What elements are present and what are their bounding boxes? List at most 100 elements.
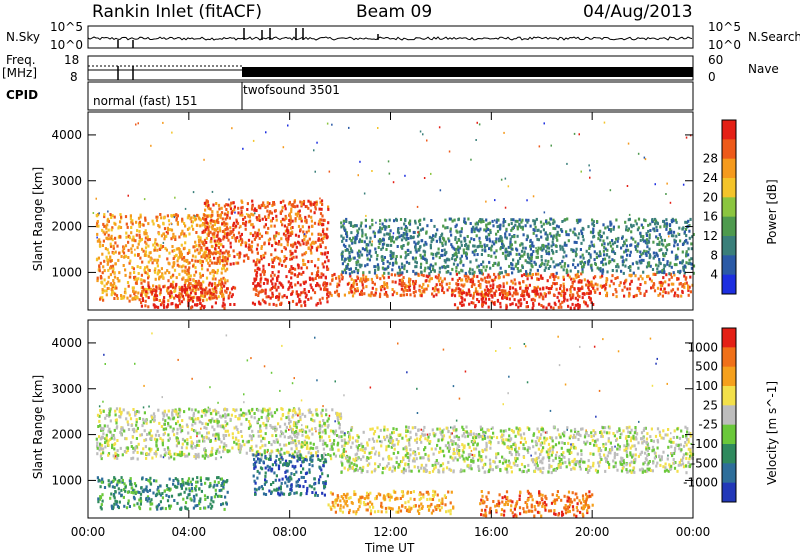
heatmap-cell [538,295,540,298]
heatmap-cell [319,421,321,424]
heatmap-cell [154,415,156,418]
heatmap-cell [255,263,257,266]
heatmap-cell [284,225,286,228]
heatmap-cell [562,256,564,259]
heatmap-cell [427,284,429,287]
heatmap-cell [448,258,450,261]
heatmap-cell [268,295,270,298]
heatmap-cell [226,449,228,452]
heatmap-cell [294,273,296,276]
heatmap-cell [256,258,258,261]
heatmap-cell [211,305,213,308]
heatmap-cell [214,240,216,243]
heatmap-cell [278,270,280,273]
heatmap-cell [519,218,521,221]
heatmap-cell [317,239,319,242]
heatmap-cell [240,430,242,433]
heatmap-cell [486,238,488,241]
heatmap-cell [307,260,309,263]
heatmap-cell [492,280,494,283]
heatmap-cell [120,294,122,297]
heatmap-cell [104,278,106,281]
heatmap-cell [144,411,146,414]
heatmap-cell [158,422,160,425]
heatmap-cell [172,284,174,287]
heatmap-cell [158,232,160,235]
heatmap-cell [400,227,402,230]
heatmap-cell [102,244,104,247]
heatmap-cell [106,434,108,437]
heatmap-cell [120,433,122,436]
heatmap-cell [655,252,657,255]
heatmap-cell [591,241,593,244]
heatmap-cell [259,219,261,222]
heatmap-cell [237,439,239,442]
heatmap-cell [270,297,272,300]
heatmap-cell [306,447,308,450]
heatmap-cell [127,256,129,259]
heatmap-cell [481,245,483,248]
heatmap-cell [166,231,168,233]
heatmap-cell [505,178,507,180]
heatmap-cell [278,243,280,246]
heatmap-cell [560,248,562,251]
heatmap-cell [106,223,108,226]
heatmap-cell [609,221,611,224]
heatmap-cell [366,254,368,257]
heatmap-cell [413,285,415,288]
heatmap-cell [606,253,608,256]
heatmap-cell [553,294,555,297]
heatmap-cell [517,270,519,273]
heatmap-cell [132,222,134,225]
heatmap-cell [592,223,594,226]
heatmap-cell [129,272,131,275]
heatmap-cell [319,198,321,200]
heatmap-cell [230,207,232,210]
heatmap-cell [573,307,575,310]
heatmap-cell [438,279,440,282]
heatmap-cell [673,271,675,274]
heatmap-cell [271,244,273,247]
heatmap-cell [229,217,231,220]
heatmap-cell [113,438,115,441]
heatmap-cell [511,267,513,270]
heatmap-cell [525,247,527,250]
heatmap-cell [533,195,535,197]
heatmap-cell [241,214,243,217]
heatmap-cell [464,221,466,224]
heatmap-cell [217,257,219,260]
heatmap-cell [231,230,233,233]
heatmap-cell [172,236,174,239]
heatmap-cell [194,215,196,217]
heatmap-cell [485,269,487,272]
heatmap-cell [118,252,120,255]
heatmap-cell [198,217,200,220]
heatmap-cell [545,237,547,240]
heatmap-cell [489,267,491,270]
heatmap-cell [488,254,490,257]
heatmap-cell [192,265,194,268]
heatmap-cell [134,254,136,257]
heatmap-cell [460,230,462,233]
heatmap-cell [532,219,534,222]
heatmap-cell [214,278,216,281]
heatmap-cell [234,212,236,214]
heatmap-cell [431,293,433,296]
heatmap-cell [145,242,147,245]
heatmap-cell [143,224,145,227]
heatmap-cell [403,290,405,293]
heatmap-cell [604,287,606,290]
heatmap-cell [314,264,316,267]
heatmap-cell [315,304,317,307]
heatmap-cell [485,224,487,227]
heatmap-cell [342,251,344,254]
heatmap-cell [255,293,257,296]
heatmap-cell [321,223,323,226]
heatmap-cell [536,229,538,232]
heatmap-cell [299,416,301,419]
heatmap-cell [206,221,208,224]
colorbar-segment [722,255,736,275]
heatmap-cell [540,292,542,295]
heatmap-cell [326,282,328,285]
